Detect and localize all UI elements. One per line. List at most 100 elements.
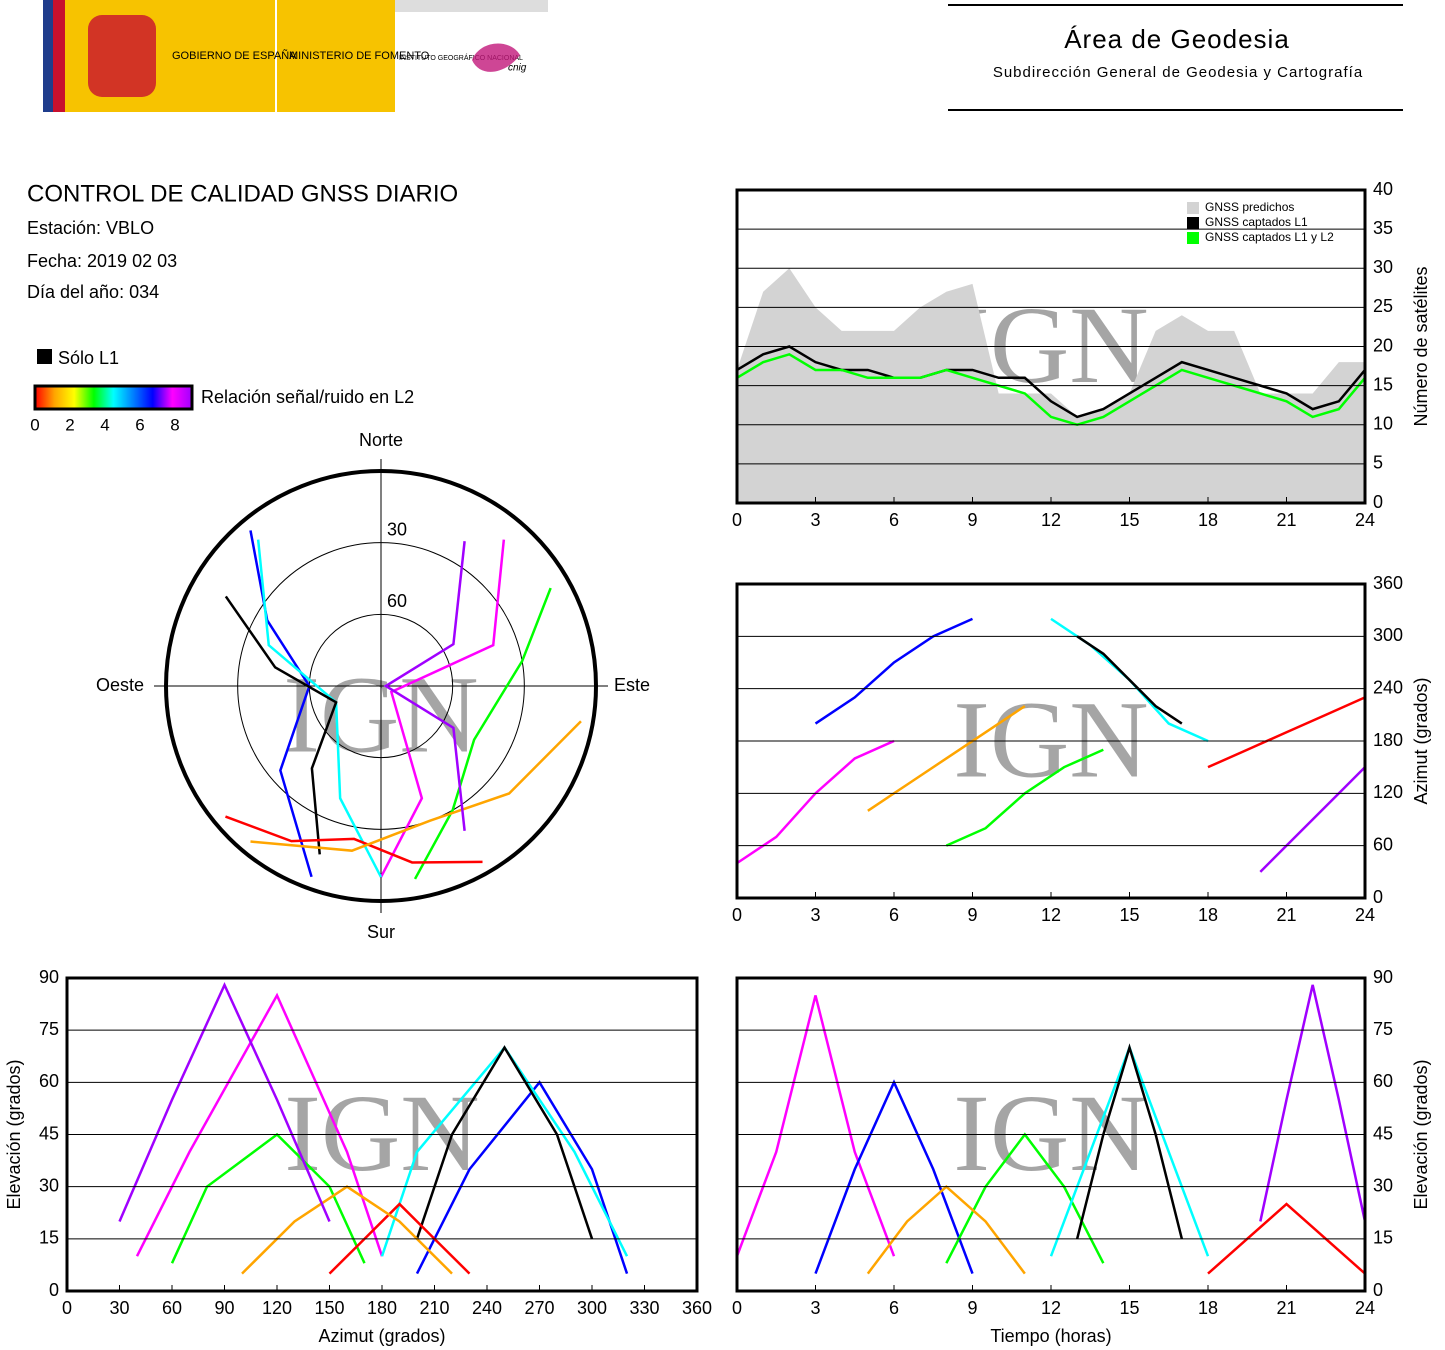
y-tick-label: 15 (39, 1228, 59, 1248)
x-tick-label: 21 (1276, 510, 1296, 530)
snr-tick-label: 0 (30, 415, 39, 434)
direction-label: Sur (367, 922, 395, 942)
y-axis-label: Elevación (grados) (4, 1059, 24, 1209)
plot-frame (735, 188, 1367, 505)
y-tick-label: 120 (1373, 782, 1403, 802)
ministerio-text: MINISTERIO DE FOMENTO (289, 50, 430, 62)
y-tick-label: 0 (1373, 887, 1383, 907)
satellite-track (379, 539, 506, 878)
y-tick-label: 0 (1373, 1280, 1383, 1300)
x-tick-label: 300 (577, 1298, 607, 1318)
x-tick-label: 24 (1355, 905, 1375, 925)
day-of-year: Día del año: 034 (27, 282, 159, 302)
y-tick-label: 45 (1373, 1123, 1393, 1143)
elevation-label: 60 (387, 591, 407, 611)
x-axis-label: Azimut (grados) (318, 1326, 445, 1346)
x-tick-label: 15 (1119, 905, 1139, 925)
y-tick-label: 240 (1373, 677, 1403, 697)
y-tick-label: 15 (1373, 1228, 1393, 1248)
watermark: IGN (953, 678, 1149, 800)
y-axis-label: Elevación (grados) (1411, 1059, 1431, 1209)
x-tick-label: 0 (732, 510, 742, 530)
x-tick-label: 12 (1041, 1298, 1061, 1318)
count-line (736, 352, 1366, 427)
satellite-track (415, 1045, 594, 1240)
y-tick-label: 60 (39, 1071, 59, 1091)
x-tick-label: 3 (810, 510, 820, 530)
y-tick-label: 0 (49, 1280, 59, 1300)
l1-swatch (37, 349, 52, 364)
satellite-track (1207, 1202, 1366, 1275)
satellite-track (1207, 696, 1366, 769)
plot-frame (65, 976, 699, 1293)
logo-band (395, 0, 548, 12)
x-tick-label: 18 (1198, 510, 1218, 530)
x-tick-label: 330 (629, 1298, 659, 1318)
y-tick-label: 90 (1373, 967, 1393, 987)
x-tick-label: 15 (1119, 1298, 1139, 1318)
y-axis-label: Azimut (grados) (1411, 677, 1431, 804)
x-tick-label: 21 (1276, 1298, 1296, 1318)
l1-label: Sólo L1 (58, 348, 119, 368)
x-tick-label: 3 (810, 1298, 820, 1318)
y-tick-label: 25 (1373, 296, 1393, 316)
legend-label: GNSS predichos (1205, 200, 1294, 214)
y-tick-label: 30 (1373, 1175, 1393, 1195)
direction-label: Oeste (96, 675, 144, 695)
x-axis-label: Tiempo (horas) (990, 1326, 1111, 1346)
x-tick-label: 150 (314, 1298, 344, 1318)
y-tick-label: 30 (39, 1175, 59, 1195)
x-tick-label: 9 (967, 1298, 977, 1318)
y-tick-label: 10 (1373, 414, 1393, 434)
y-tick-label: 0 (1373, 492, 1383, 512)
satellite-track (1259, 984, 1367, 1222)
x-tick-label: 9 (967, 510, 977, 530)
logo-gobierno: GOBIERNO DE ESPAÑA MINISTERIO DE FOMENTO… (43, 0, 548, 112)
satellite-track (1076, 635, 1183, 725)
y-tick-label: 60 (1373, 834, 1393, 854)
elevation-label: 30 (387, 519, 407, 539)
x-tick-label: 6 (889, 1298, 899, 1318)
x-tick-label: 180 (367, 1298, 397, 1318)
y-tick-label: 75 (1373, 1019, 1393, 1039)
y-tick-label: 60 (1373, 1071, 1393, 1091)
predicted-area (737, 268, 1365, 503)
legend-swatch (1187, 217, 1199, 229)
x-tick-label: 12 (1041, 905, 1061, 925)
x-tick-label: 270 (524, 1298, 554, 1318)
horizon (164, 469, 598, 903)
x-tick-label: 24 (1355, 1298, 1375, 1318)
y-tick-label: 90 (39, 967, 59, 987)
x-tick-label: 0 (732, 1298, 742, 1318)
y-tick-label: 20 (1373, 335, 1393, 355)
satellite-track (413, 587, 552, 880)
x-tick-label: 30 (109, 1298, 129, 1318)
x-tick-label: 240 (472, 1298, 502, 1318)
y-tick-label: 35 (1373, 218, 1393, 238)
x-tick-label: 60 (162, 1298, 182, 1318)
x-tick-label: 6 (889, 905, 899, 925)
legend-swatch (1187, 232, 1199, 244)
x-tick-label: 18 (1198, 1298, 1218, 1318)
ign-logo (472, 43, 520, 72)
snr-tick-label: 8 (170, 415, 179, 434)
direction-label: Este (614, 675, 650, 695)
satellite-track (224, 595, 338, 855)
y-tick-label: 5 (1373, 453, 1383, 473)
y-tick-label: 300 (1373, 625, 1403, 645)
snr-tick-label: 2 (65, 415, 74, 434)
satellite-track (1075, 1043, 1184, 1240)
gobierno-text: GOBIERNO DE ESPAÑA (172, 49, 297, 62)
x-tick-label: 90 (214, 1298, 234, 1318)
x-tick-label: 0 (732, 905, 742, 925)
watermark: IGN (284, 1072, 480, 1194)
direction-label: Norte (359, 430, 403, 450)
x-tick-label: 9 (967, 905, 977, 925)
satellite-track (814, 617, 974, 725)
x-tick-label: 15 (1119, 510, 1139, 530)
snr-tick-label: 6 (135, 415, 144, 434)
watermark: IGN (953, 1072, 1149, 1194)
y-tick-label: 40 (1373, 179, 1393, 199)
snr-tick-label: 4 (100, 415, 109, 434)
x-tick-label: 360 (682, 1298, 712, 1318)
